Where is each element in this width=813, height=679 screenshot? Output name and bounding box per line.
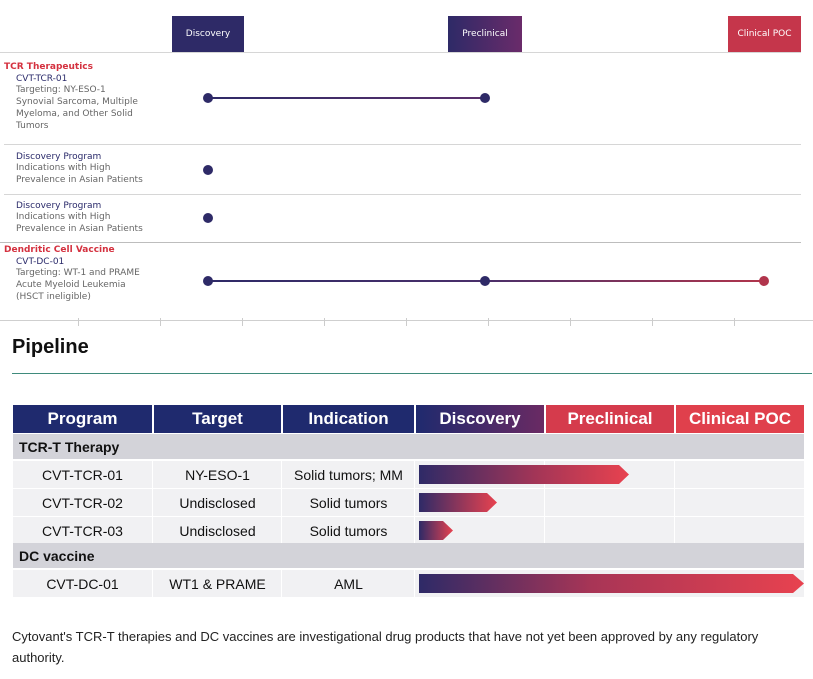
milestone-dot: [203, 93, 213, 103]
section-dc-vaccine: DC vaccine: [13, 543, 804, 568]
progress-bar: [419, 493, 497, 512]
axis-tick: [488, 318, 489, 326]
program-desc-line: Acute Myeloid Leukemia: [16, 280, 126, 290]
table-row: CVT-TCR-02 Undisclosed Solid tumors: [13, 489, 804, 516]
program-desc-line: Prevalence in Asian Patients: [16, 224, 143, 234]
axis-tick: [78, 318, 79, 326]
axis-tick: [406, 318, 407, 326]
program-name: Discovery Program: [16, 201, 102, 211]
table-row: CVT-TCR-03 Undisclosed Solid tumors: [13, 517, 804, 544]
timeline-program-discovery-2: Discovery Program Indications with High …: [16, 201, 143, 235]
table-row: CVT-TCR-01 NY-ESO-1 Solid tumors; MM: [13, 461, 804, 488]
cell-indication: Solid tumors: [309, 522, 388, 539]
group-title-dc: Dendritic Cell Vaccine: [4, 245, 115, 255]
axis-tick: [242, 318, 243, 326]
program-name: CVT-TCR-01: [16, 74, 68, 84]
col-header-program: Program: [13, 405, 152, 433]
milestone-dot: [203, 165, 213, 175]
program-desc-line: Indications with High: [16, 163, 111, 173]
milestone-dot: [480, 93, 490, 103]
pipeline-title: Pipeline: [12, 336, 89, 358]
cell-program: CVT-DC-01: [46, 575, 119, 592]
col-header-clinical-poc: Clinical POC: [676, 405, 804, 433]
cell-target: NY-ESO-1: [185, 466, 250, 483]
col-header-preclinical: Preclinical: [546, 405, 674, 433]
col-header-target: Target: [154, 405, 281, 433]
axis-tick: [652, 318, 653, 326]
axis-tick: [734, 318, 735, 326]
table-row: CVT-DC-01 WT1 & PRAME AML: [13, 570, 804, 597]
cell-target: Undisclosed: [179, 522, 256, 539]
progress-bar: [419, 465, 629, 484]
cell-indication: Solid tumors; MM: [294, 466, 403, 483]
divider: [4, 194, 801, 195]
program-desc-line: Synovial Sarcoma, Multiple: [16, 97, 138, 107]
cell-program: CVT-TCR-02: [42, 494, 123, 511]
timeline-program-dc-01: CVT-DC-01 Targeting: WT-1 and PRAME Acut…: [16, 257, 140, 303]
col-header-discovery: Discovery: [416, 405, 544, 433]
program-desc-line: Prevalence in Asian Patients: [16, 175, 143, 185]
cell-indication: AML: [334, 575, 363, 592]
section-tcr-t-therapy: TCR-T Therapy: [13, 434, 804, 459]
cell-target: Undisclosed: [179, 494, 256, 511]
col-header-indication: Indication: [283, 405, 414, 433]
program-desc-line: (HSCT ineligible): [16, 292, 91, 302]
cell-indication: Solid tumors: [309, 494, 388, 511]
stage-discovery: Discovery: [172, 16, 244, 52]
timeline-program-tcr-01: CVT-TCR-01 Targeting: NY-ESO-1 Synovial …: [16, 74, 138, 132]
progress-bar: [419, 521, 453, 540]
axis-tick: [324, 318, 325, 326]
milestone-dot: [759, 276, 769, 286]
axis-tick: [570, 318, 571, 326]
stage-preclinical: Preclinical: [448, 16, 522, 52]
program-desc-line: Targeting: WT-1 and PRAME: [16, 268, 140, 278]
progress-track: [208, 97, 485, 99]
program-desc-line: Targeting: NY-ESO-1: [16, 85, 106, 95]
divider: [0, 242, 801, 243]
disclaimer-text: Cytovant's TCR-T therapies and DC vaccin…: [12, 629, 759, 665]
title-underline: [12, 373, 812, 374]
program-name: Discovery Program: [16, 152, 102, 162]
cell-program: CVT-TCR-01: [42, 466, 123, 483]
axis-tick: [160, 318, 161, 326]
cell-target: WT1 & PRAME: [169, 575, 266, 592]
milestone-dot: [203, 276, 213, 286]
divider: [0, 52, 801, 53]
program-name: CVT-DC-01: [16, 257, 65, 267]
divider: [4, 144, 801, 145]
program-desc-line: Tumors: [16, 121, 49, 131]
stage-clinical-poc: Clinical POC: [728, 16, 801, 52]
cell-program: CVT-TCR-03: [42, 522, 123, 539]
program-desc-line: Myeloma, and Other Solid: [16, 109, 133, 119]
milestone-dot: [203, 213, 213, 223]
group-title-tcr: TCR Therapeutics: [4, 62, 94, 72]
program-desc-line: Indications with High: [16, 212, 111, 222]
milestone-dot: [480, 276, 490, 286]
timeline-program-discovery-1: Discovery Program Indications with High …: [16, 152, 143, 186]
progress-bar: [419, 574, 804, 593]
